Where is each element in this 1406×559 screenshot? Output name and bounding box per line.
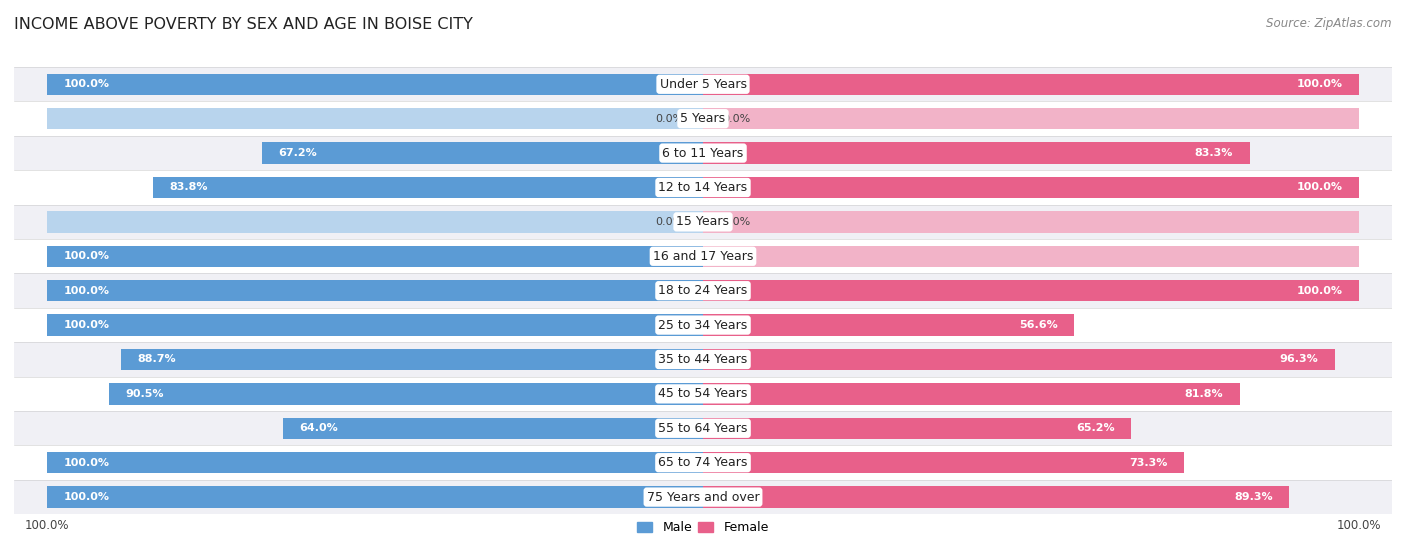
Bar <box>703 177 1360 198</box>
Text: 56.6%: 56.6% <box>1019 320 1057 330</box>
Text: 55 to 64 Years: 55 to 64 Years <box>658 422 748 435</box>
Bar <box>14 342 1392 377</box>
Bar <box>703 280 1360 301</box>
Text: 6 to 11 Years: 6 to 11 Years <box>662 146 744 159</box>
Text: 100.0%: 100.0% <box>1296 79 1343 89</box>
Bar <box>14 102 1392 136</box>
Bar <box>703 486 1289 508</box>
Bar <box>14 308 1392 342</box>
Text: 0.0%: 0.0% <box>723 252 751 261</box>
Text: 67.2%: 67.2% <box>278 148 318 158</box>
Bar <box>703 383 1240 405</box>
Bar <box>14 377 1392 411</box>
Bar <box>46 280 703 301</box>
Text: 100.0%: 100.0% <box>1296 182 1343 192</box>
Text: 100.0%: 100.0% <box>63 252 110 261</box>
Text: 89.3%: 89.3% <box>1234 492 1272 502</box>
Text: 100.0%: 100.0% <box>25 519 69 532</box>
Text: 100.0%: 100.0% <box>63 286 110 296</box>
Bar <box>14 170 1392 205</box>
Text: 0.0%: 0.0% <box>723 113 751 124</box>
Text: 25 to 34 Years: 25 to 34 Years <box>658 319 748 331</box>
Bar <box>153 177 703 198</box>
Text: Under 5 Years: Under 5 Years <box>659 78 747 91</box>
Bar <box>121 349 703 370</box>
Text: 100.0%: 100.0% <box>1296 286 1343 296</box>
Bar <box>703 108 1360 129</box>
Text: 100.0%: 100.0% <box>63 492 110 502</box>
Bar <box>14 446 1392 480</box>
Bar <box>110 383 703 405</box>
Text: 88.7%: 88.7% <box>138 354 176 364</box>
Text: 0.0%: 0.0% <box>655 113 683 124</box>
Text: 12 to 14 Years: 12 to 14 Years <box>658 181 748 194</box>
Bar <box>14 67 1392 102</box>
Bar <box>46 74 703 95</box>
Bar <box>703 418 1130 439</box>
Text: 16 and 17 Years: 16 and 17 Years <box>652 250 754 263</box>
Text: 65.2%: 65.2% <box>1076 423 1115 433</box>
Bar <box>46 452 703 473</box>
Bar <box>46 486 703 508</box>
Bar <box>703 452 1184 473</box>
Bar <box>703 211 1360 233</box>
Bar <box>46 108 703 129</box>
Bar <box>703 143 1250 164</box>
Legend: Male, Female: Male, Female <box>633 517 773 539</box>
Text: 83.8%: 83.8% <box>170 182 208 192</box>
Text: 5 Years: 5 Years <box>681 112 725 125</box>
Text: 0.0%: 0.0% <box>655 217 683 227</box>
Text: 65 to 74 Years: 65 to 74 Years <box>658 456 748 469</box>
Text: 100.0%: 100.0% <box>1337 519 1381 532</box>
Text: 75 Years and over: 75 Years and over <box>647 491 759 504</box>
Bar <box>14 239 1392 273</box>
Bar <box>703 349 1334 370</box>
Bar <box>283 418 703 439</box>
Text: 100.0%: 100.0% <box>63 320 110 330</box>
Bar <box>703 245 1360 267</box>
Bar <box>14 136 1392 170</box>
Text: 81.8%: 81.8% <box>1185 389 1223 399</box>
Bar <box>14 480 1392 514</box>
Text: 73.3%: 73.3% <box>1129 458 1167 468</box>
Bar <box>262 143 703 164</box>
Text: INCOME ABOVE POVERTY BY SEX AND AGE IN BOISE CITY: INCOME ABOVE POVERTY BY SEX AND AGE IN B… <box>14 17 472 32</box>
Text: 83.3%: 83.3% <box>1195 148 1233 158</box>
Text: 64.0%: 64.0% <box>299 423 339 433</box>
Bar <box>14 273 1392 308</box>
Text: 100.0%: 100.0% <box>63 79 110 89</box>
Text: 45 to 54 Years: 45 to 54 Years <box>658 387 748 400</box>
Text: Source: ZipAtlas.com: Source: ZipAtlas.com <box>1267 17 1392 30</box>
Text: 0.0%: 0.0% <box>723 217 751 227</box>
Bar <box>46 211 703 233</box>
Bar <box>14 411 1392 446</box>
Bar <box>46 245 703 267</box>
Bar <box>14 205 1392 239</box>
Text: 35 to 44 Years: 35 to 44 Years <box>658 353 748 366</box>
Text: 18 to 24 Years: 18 to 24 Years <box>658 284 748 297</box>
Text: 90.5%: 90.5% <box>125 389 165 399</box>
Bar <box>703 314 1074 336</box>
Text: 15 Years: 15 Years <box>676 215 730 229</box>
Text: 100.0%: 100.0% <box>63 458 110 468</box>
Text: 96.3%: 96.3% <box>1279 354 1319 364</box>
Bar <box>703 74 1360 95</box>
Bar <box>46 314 703 336</box>
